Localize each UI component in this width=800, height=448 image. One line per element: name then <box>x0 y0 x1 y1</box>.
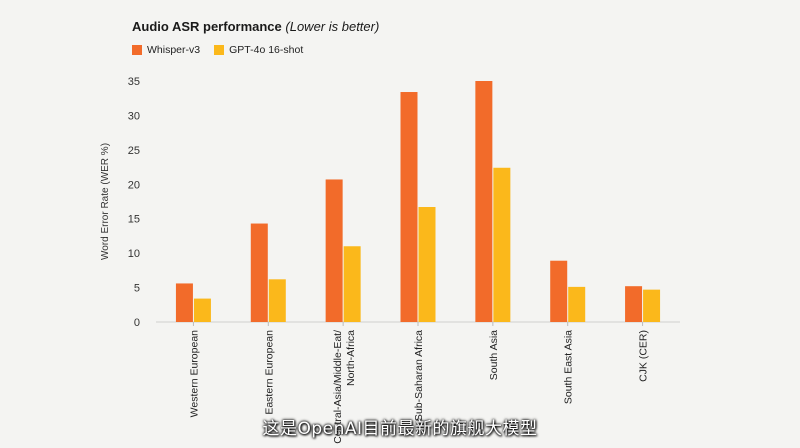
bar-gpt4o-6 <box>643 289 661 322</box>
bar-gpt4o-3 <box>418 207 436 322</box>
x-tick-label: South East Asia <box>563 330 575 404</box>
chart-title: Audio ASR performance (Lower is better) <box>132 19 379 34</box>
bar-whisper-3 <box>400 92 418 322</box>
y-axis-label: Word Error Rate (WER %) <box>100 143 111 260</box>
bar-whisper-5 <box>550 260 568 322</box>
bar-whisper-2 <box>325 179 343 322</box>
y-tick-label: 25 <box>128 145 140 157</box>
bar-gpt4o-5 <box>568 286 586 322</box>
bar-whisper-6 <box>625 286 643 322</box>
y-tick-label: 35 <box>128 76 140 88</box>
chart-title-main: Audio ASR performance <box>132 19 282 34</box>
bar-gpt4o-4 <box>493 167 511 322</box>
bar-whisper-4 <box>475 81 493 322</box>
x-tick-label: Central-Asia/Middle-Eat/North-Africa <box>332 330 357 444</box>
legend-label-gpt4o: GPT-4o 16-shot <box>229 44 304 56</box>
bar-whisper-0 <box>175 283 193 322</box>
bar-gpt4o-1 <box>268 279 286 322</box>
bar-gpt4o-2 <box>343 246 361 322</box>
legend-swatch-whisper <box>132 45 142 55</box>
x-tick-label: Sub-Saharan Africa <box>413 330 425 421</box>
x-tick-label: South Asia <box>488 330 500 380</box>
y-tick-label: 10 <box>128 248 140 260</box>
legend-label-whisper: Whisper-v3 <box>147 44 201 56</box>
legend-swatch-gpt4o <box>214 45 225 55</box>
y-tick-label: 0 <box>134 317 140 329</box>
y-tick-label: 15 <box>128 214 140 226</box>
x-tick-label: CJK (CER) <box>638 330 650 382</box>
x-tick-label: Eastern European <box>263 330 275 415</box>
y-tick-label: 20 <box>128 179 140 191</box>
legend: Whisper-v3 GPT-4o 16-shot <box>132 44 303 56</box>
legend-item-gpt4o: GPT-4o 16-shot <box>214 44 303 56</box>
y-tick-label: 30 <box>128 110 140 122</box>
legend-item-whisper: Whisper-v3 <box>132 44 200 56</box>
video-subtitle: 这是OpenAI目前最新的旗舰大模型 <box>262 419 538 439</box>
y-tick-label: 5 <box>134 283 140 295</box>
x-tick-label: Western European <box>188 330 200 418</box>
bar-whisper-1 <box>250 223 268 322</box>
bar-gpt4o-0 <box>193 298 211 322</box>
chart-title-note: (Lower is better) <box>285 19 380 34</box>
